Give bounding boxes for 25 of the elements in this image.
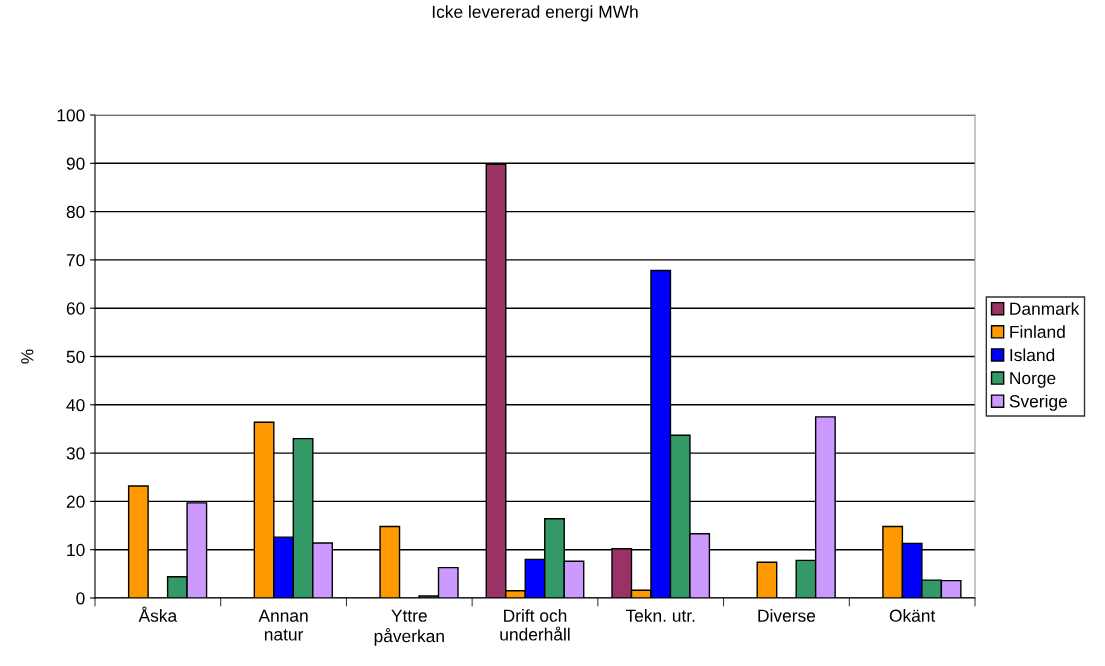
y-tick-label: 80 [66,205,85,219]
y-tick-label: 70 [66,254,85,267]
legend-label: Danmark [1010,302,1080,315]
chart-title: Icke levererad energi MWh [432,5,638,22]
y-tick-label: 100 [57,109,85,122]
legend-label: Island [1010,348,1055,362]
y-tick-label: 90 [66,157,85,170]
y-tick-label: 40 [66,398,85,412]
y-axis-title: % [21,349,34,364]
legend-label: Finland [1010,325,1065,339]
y-tick-label: 60 [66,302,85,315]
x-tick-label: Yttre påverkan [374,609,444,646]
x-tick-label: Åska [138,606,178,622]
x-tick-label: Tekn. utr. [625,609,695,622]
x-tick-label: Drift och underhåll [500,609,570,641]
y-tick-label: 20 [66,495,85,508]
y-tick-label: 30 [66,447,85,460]
x-tick-label: Okänt [889,609,936,622]
legend-label: Norge [1010,372,1056,388]
x-tick-label: Annan natur [258,609,308,641]
y-tick-label: 50 [66,350,85,363]
x-tick-label: Diverse [758,609,816,622]
y-tick-label: 10 [67,543,85,557]
legend-label: Sverige [1009,394,1067,411]
y-tick-label: 0 [76,592,85,605]
